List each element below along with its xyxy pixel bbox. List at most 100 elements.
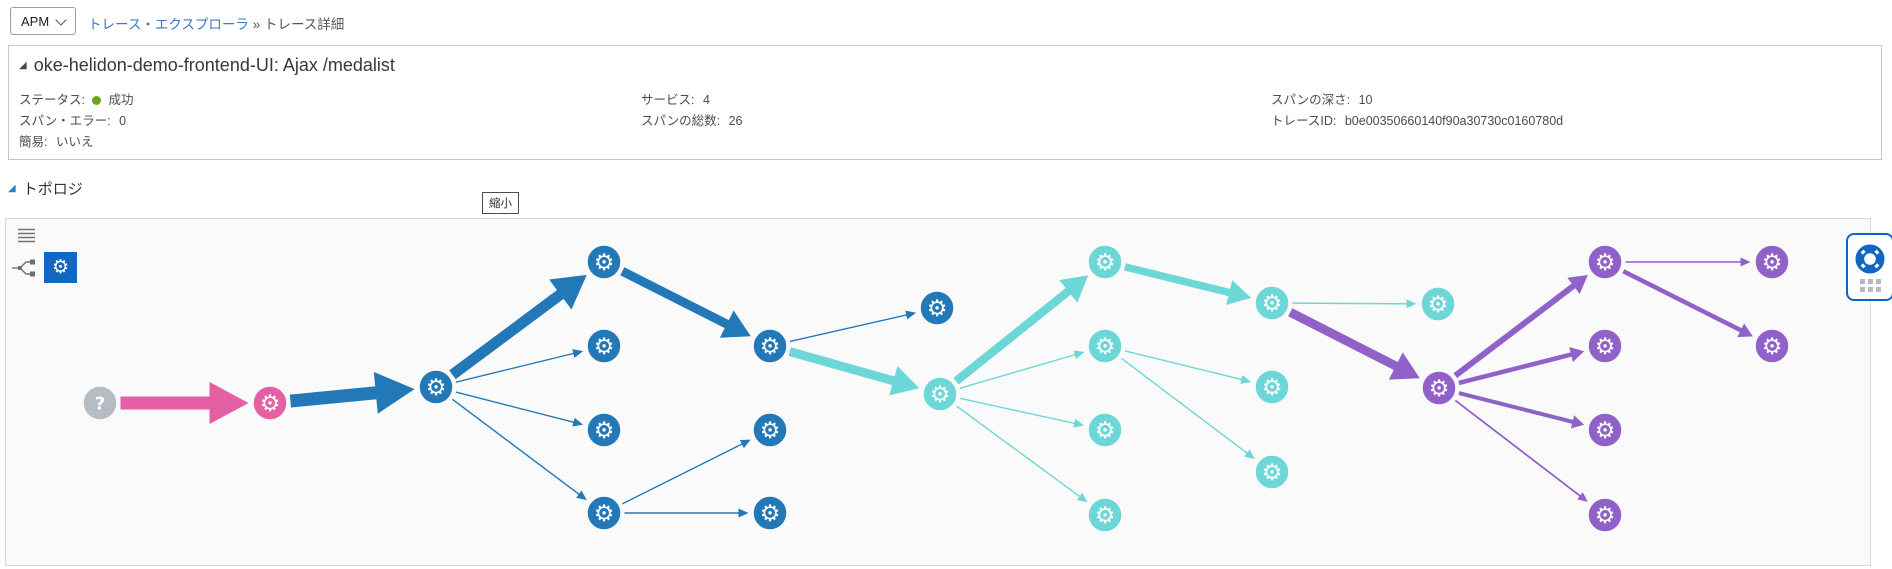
topology-node-blue[interactable]: ⚙ — [585, 327, 623, 365]
topology-edge — [289, 386, 379, 408]
topology-edge-arrowhead — [549, 274, 587, 310]
topology-node-teal[interactable]: ⚙ — [1419, 285, 1457, 323]
topology-edge-arrowhead — [1076, 492, 1088, 503]
topology-overview-control[interactable] — [1846, 233, 1892, 301]
topology-node-purple[interactable]: ⚙ — [1420, 369, 1458, 407]
trace-meta-column-1: ステータス: 成功 スパン・エラー: 0 簡易: いいえ — [19, 90, 133, 153]
drag-handle-dots[interactable] — [1859, 278, 1881, 292]
gear-icon: ⚙ — [760, 501, 781, 527]
trace-meta-column-3: スパンの深さ: 10 トレースID: b0e00350660140f90a307… — [1271, 90, 1563, 132]
topology-node-teal[interactable]: ⚙ — [1253, 284, 1291, 322]
topology-node-teal[interactable]: ⚙ — [1086, 411, 1124, 449]
topology-edge-arrowhead — [1073, 418, 1084, 428]
span-errors-value: 0 — [119, 114, 127, 128]
topology-edge — [1124, 263, 1233, 297]
gear-icon: ⚙ — [1095, 250, 1116, 276]
topology-edge-arrowhead — [719, 310, 751, 338]
topology-node-blue[interactable]: ⚙ — [751, 494, 789, 532]
topology-node-teal[interactable]: ⚙ — [1086, 327, 1124, 365]
app-selector-value: APM — [21, 13, 50, 29]
gear-icon: ⚙ — [594, 501, 615, 527]
topology-node-teal[interactable]: ⚙ — [1253, 453, 1291, 491]
topology-node-blue[interactable]: ⚙ — [585, 243, 623, 281]
topology-edge-arrowhead — [572, 349, 584, 358]
topology-node-purple[interactable]: ⚙ — [1586, 496, 1624, 534]
topology-edge — [1458, 351, 1574, 386]
topology-edge — [953, 286, 1073, 385]
topology-edge-arrowhead — [1577, 492, 1588, 502]
topology-node-purple[interactable]: ⚙ — [1586, 327, 1624, 365]
topology-graph: ? ⚙ ⚙ ⚙ ⚙ ⚙ ⚙ ⚙ ⚙ ⚙ ⚙ ⚙ ⚙ ⚙ ⚙ ⚙ ⚙ ⚙ ⚙ ⚙ ⚙ ⚙ ⚙ ⚙ ⚙ ⚙ ⚙ — [81, 243, 1791, 534]
topology-section-header: ◢ トポロジ — [8, 178, 83, 199]
topology-edge — [1454, 399, 1583, 498]
simple-row: 簡易: いいえ — [19, 132, 133, 153]
topology-edge — [1288, 308, 1400, 371]
topology-edge-arrowhead — [1567, 274, 1588, 295]
gear-icon: ⚙ — [927, 296, 948, 322]
trace-meta-column-2: サービス: 4 スパンの総数: 26 — [641, 90, 743, 132]
topology-node-blue[interactable]: ⚙ — [417, 368, 455, 406]
topology-edge — [449, 288, 566, 380]
app-selector[interactable]: APM — [10, 7, 76, 35]
question-icon: ? — [95, 394, 105, 415]
topology-edge — [959, 353, 1077, 389]
topology-node-teal[interactable]: ⚙ — [921, 375, 959, 413]
topology-canvas[interactable]: ? ⚙ ⚙ ⚙ ⚙ ⚙ ⚙ ⚙ ⚙ ⚙ ⚙ ⚙ ⚙ ⚙ ⚙ ⚙ ⚙ ⚙ ⚙ ⚙ ⚙ ⚙ ⚙ ⚙ ⚙ ⚙ ⚙ — [5, 218, 1892, 566]
topology-node-purple[interactable]: ⚙ — [1753, 327, 1791, 365]
gear-icon: ⚙ — [1429, 376, 1450, 402]
chevron-down-icon — [55, 14, 67, 26]
gear-icon: ⚙ — [1762, 334, 1783, 360]
topology-edge-arrowhead — [1569, 347, 1585, 363]
menu-icon[interactable] — [18, 228, 35, 248]
topology-section-title: トポロジ — [22, 181, 83, 198]
status-value: 成功 — [108, 93, 134, 107]
topology-settings-button[interactable]: ⚙ — [44, 252, 77, 283]
gear-icon: ⚙ — [1595, 334, 1616, 360]
topology-edge-arrowhead — [738, 508, 749, 518]
span-errors-row: スパン・エラー: 0 — [19, 111, 133, 132]
topology-edge — [1453, 282, 1577, 378]
topology-node-pink[interactable]: ⚙ — [251, 384, 289, 422]
topology-edge — [451, 398, 581, 496]
topology-node-purple[interactable]: ⚙ — [1753, 243, 1791, 281]
topology-node-blue[interactable]: ⚙ — [918, 289, 956, 327]
topology-node-purple[interactable]: ⚙ — [1586, 411, 1624, 449]
simple-value: いいえ — [55, 135, 94, 149]
topology-node-teal[interactable]: ⚙ — [1086, 496, 1124, 534]
breadcrumb-separator: » — [252, 17, 261, 32]
topology-edge-arrowhead — [572, 417, 584, 427]
status-dot-icon — [91, 96, 101, 105]
topology-node-gray[interactable]: ? — [81, 384, 119, 422]
topology-edge — [620, 267, 731, 330]
breadcrumb: トレース・エクスプローラ » トレース詳細 — [88, 13, 344, 33]
collapse-triangle-icon[interactable]: ◢ — [8, 183, 16, 194]
total-spans-value: 26 — [728, 114, 743, 128]
status-label: ステータス: — [19, 93, 85, 107]
topology-edge-arrowhead — [1226, 280, 1252, 305]
topology-node-purple[interactable]: ⚙ — [1586, 243, 1624, 281]
topology-edge-arrowhead — [1073, 350, 1085, 360]
gear-icon: ⚙ — [260, 391, 281, 417]
gear-icon: ⚙ — [1595, 418, 1616, 444]
topology-node-blue[interactable]: ⚙ — [585, 494, 623, 532]
topology-node-teal[interactable]: ⚙ — [1086, 243, 1124, 281]
gear-icon: ⚙ — [1262, 460, 1283, 486]
services-label: サービス: — [641, 93, 695, 107]
gear-icon: ⚙ — [594, 418, 615, 444]
gear-icon: ⚙ — [760, 418, 781, 444]
span-depth-value: 10 — [1358, 93, 1373, 107]
gear-icon: ⚙ — [1262, 291, 1283, 317]
topology-node-blue[interactable]: ⚙ — [751, 411, 789, 449]
breadcrumb-link-trace-explorer[interactable]: トレース・エクスプローラ — [88, 17, 249, 32]
topology-node-blue[interactable]: ⚙ — [585, 411, 623, 449]
total-spans-label: スパンの総数: — [641, 114, 721, 128]
topology-edge-arrowhead — [1570, 415, 1585, 429]
gear-icon: ⚙ — [594, 250, 615, 276]
tree-layout-icon[interactable] — [12, 257, 38, 284]
topology-node-blue[interactable]: ⚙ — [751, 327, 789, 365]
topology-edge — [622, 442, 744, 505]
topology-edge-arrowhead — [373, 371, 415, 414]
topology-node-teal[interactable]: ⚙ — [1253, 368, 1291, 406]
topology-edge-arrowhead — [1240, 375, 1252, 384]
collapse-triangle-icon[interactable]: ◢ — [19, 60, 27, 71]
